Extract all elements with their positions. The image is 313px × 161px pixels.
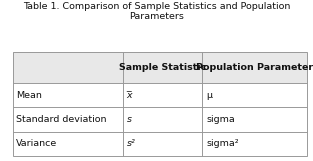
Text: Variance: Variance — [16, 139, 58, 148]
Text: μ: μ — [206, 91, 212, 100]
Text: Table 1. Comparison of Sample Statistics and Population
Parameters: Table 1. Comparison of Sample Statistics… — [23, 2, 290, 21]
Text: sigma: sigma — [206, 115, 235, 124]
Text: Mean: Mean — [16, 91, 42, 100]
Text: s: s — [126, 115, 131, 124]
Text: Standard deviation: Standard deviation — [16, 115, 107, 124]
Text: Population Parameter: Population Parameter — [196, 63, 313, 72]
Text: sigma²: sigma² — [206, 139, 239, 148]
Text: Sample Statistic: Sample Statistic — [119, 63, 206, 72]
Text: x̅: x̅ — [126, 91, 132, 100]
FancyBboxPatch shape — [13, 52, 307, 83]
Text: s²: s² — [126, 139, 135, 148]
